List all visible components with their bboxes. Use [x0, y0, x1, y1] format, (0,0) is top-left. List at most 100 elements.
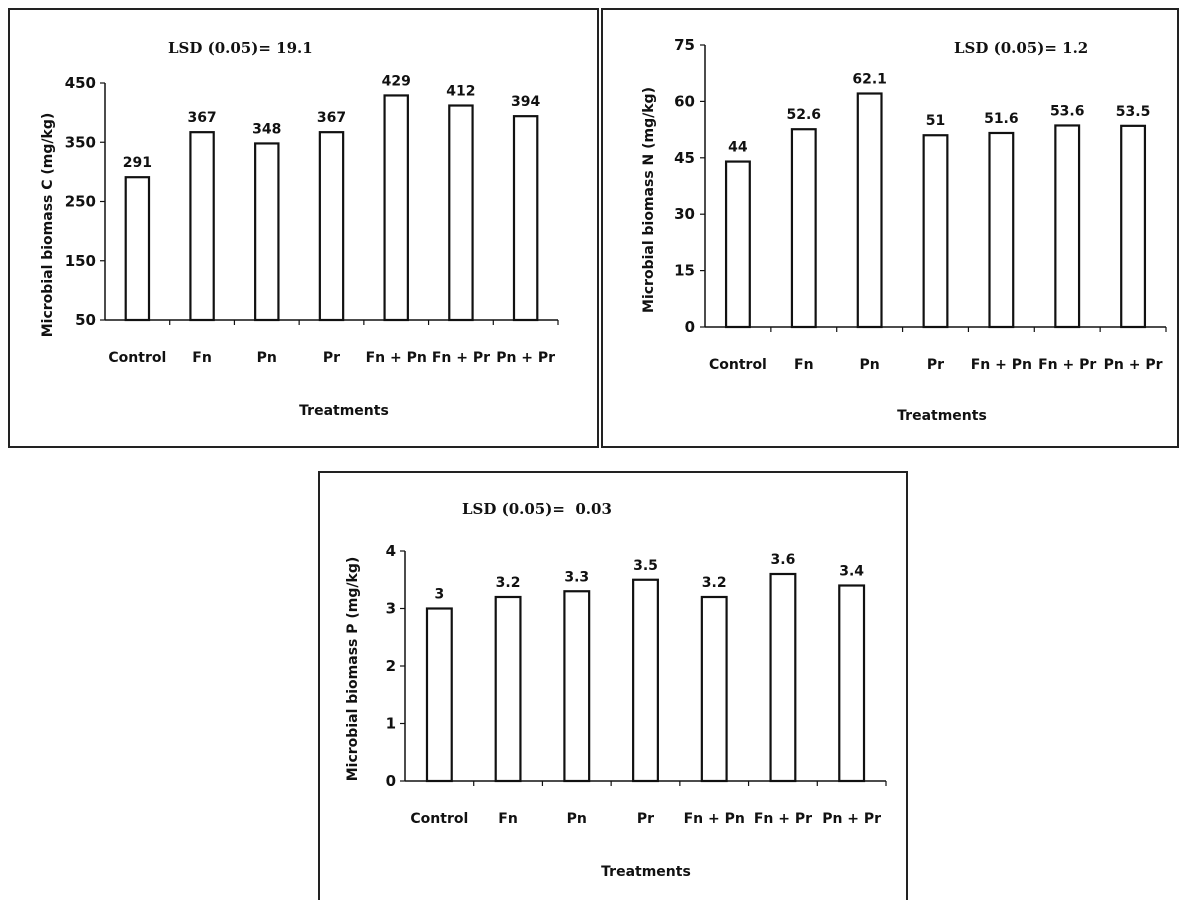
data-label: 44 — [728, 140, 748, 156]
y-tick-label: 50 — [75, 311, 96, 329]
bar — [124, 176, 151, 322]
x-tick-label: Pr — [637, 811, 654, 827]
x-tick-label: Fn + Pr — [754, 811, 812, 827]
y-axis-label: Microbial biomass N (mg/kg) — [641, 87, 657, 313]
x-ticks: Control Fn Pn Pr Fn + Pn Fn + Pr Pn + Pr — [709, 327, 1167, 373]
y-tick-label: 150 — [65, 252, 96, 270]
x-tick-label: Fn — [794, 357, 814, 373]
x-tick-label: Pn + Pr — [496, 350, 555, 366]
bar — [838, 584, 866, 783]
bars — [724, 92, 1147, 329]
data-label: 3.2 — [496, 575, 521, 591]
bar — [563, 590, 591, 783]
y-tick-label: 350 — [65, 133, 96, 151]
bar — [1120, 124, 1147, 329]
y-tick-label: 45 — [674, 149, 695, 167]
y-tick-label: 1 — [386, 715, 396, 733]
x-tick-label: Pn — [860, 357, 880, 373]
x-axis-label: Treatments — [897, 408, 987, 424]
bar — [769, 572, 797, 783]
lsd-annotation: LSD (0.05)= 19.1 — [168, 39, 313, 57]
chart-panel-microbial-n: LSD (0.05)= 1.2 Microbial biomass N (mg/… — [601, 8, 1179, 448]
bar — [724, 160, 751, 329]
x-tick-label: Fn + Pr — [1038, 357, 1096, 373]
x-tick-label: Fn — [498, 811, 518, 827]
y-ticks: 0 15 30 45 60 75 — [674, 36, 705, 336]
y-tick-label: 30 — [674, 205, 695, 223]
data-label: 3.5 — [633, 558, 658, 574]
data-labels: 3 3.2 3.3 3.5 3.2 3.6 3.4 — [434, 552, 864, 603]
y-axis-label: Microbial biomass C (mg/kg) — [40, 113, 56, 338]
y-tick-label: 0 — [386, 772, 396, 790]
x-axis-label: Treatments — [601, 864, 691, 880]
x-tick-label: Pr — [927, 357, 944, 373]
data-label: 51.6 — [984, 111, 1019, 127]
bar — [318, 131, 345, 322]
data-label: 412 — [446, 84, 475, 100]
bar — [494, 595, 522, 783]
bars — [425, 572, 866, 783]
y-ticks: 50 150 250 350 450 — [65, 74, 105, 329]
x-tick-label: Pn — [567, 811, 587, 827]
y-tick-label: 0 — [685, 318, 695, 336]
data-labels: 291 367 348 367 429 412 394 — [123, 73, 541, 171]
bar — [1054, 124, 1081, 329]
y-tick-label: 450 — [65, 74, 96, 92]
chart-panel-microbial-p: LSD (0.05)= 0.03 Microbial biomass P (mg… — [318, 471, 908, 900]
chart-microbial-p: LSD (0.05)= 0.03 Microbial biomass P (mg… — [345, 500, 887, 880]
data-label: 53.5 — [1116, 104, 1151, 120]
bars — [124, 94, 539, 322]
lsd-annotation: LSD (0.05)= 0.03 — [462, 500, 612, 518]
y-tick-label: 4 — [386, 542, 396, 560]
y-tick-label: 2 — [386, 657, 396, 675]
y-axis-label: Microbial biomass P (mg/kg) — [345, 557, 361, 782]
data-label: 394 — [511, 94, 540, 110]
x-tick-label: Fn + Pr — [432, 350, 490, 366]
chart-microbial-c: LSD (0.05)= 19.1 Microbial biomass C (mg… — [40, 39, 559, 419]
data-label: 429 — [382, 73, 411, 89]
bar — [922, 134, 949, 329]
x-tick-label: Control — [709, 357, 767, 373]
data-label: 367 — [317, 110, 346, 126]
chart-microbial-n: LSD (0.05)= 1.2 Microbial biomass N (mg/… — [641, 36, 1167, 424]
x-tick-label: Fn + Pn — [971, 357, 1032, 373]
y-tick-label: 3 — [386, 600, 396, 618]
data-label: 51 — [926, 113, 945, 129]
x-tick-label: Control — [108, 350, 166, 366]
x-ticks: Control Fn Pn Pr Fn + Pn Fn + Pr Pn + Pr — [410, 781, 887, 827]
bar — [448, 104, 474, 322]
data-label: 3 — [434, 587, 444, 603]
bar — [383, 94, 409, 322]
data-labels: 44 52.6 62.1 51 51.6 53.6 53.5 — [728, 72, 1150, 156]
y-ticks: 0 1 2 3 4 — [386, 542, 405, 790]
bar — [790, 128, 817, 329]
bar — [512, 115, 539, 322]
data-label: 52.6 — [787, 107, 822, 123]
bar — [189, 131, 215, 322]
bar — [632, 578, 659, 783]
lsd-annotation: LSD (0.05)= 1.2 — [954, 39, 1088, 57]
data-label: 3.2 — [702, 575, 727, 591]
data-label: 291 — [123, 155, 152, 171]
x-ticks: Control Fn Pn Pr Fn + Pn Fn + Pr Pn + Pr — [108, 320, 559, 366]
data-label: 3.3 — [564, 569, 589, 585]
data-label: 62.1 — [852, 72, 887, 88]
data-label: 367 — [187, 110, 216, 126]
x-tick-label: Pn — [257, 350, 277, 366]
data-label: 348 — [252, 121, 281, 137]
bar — [988, 131, 1015, 329]
x-tick-label: Fn — [192, 350, 212, 366]
chart-panel-microbial-c: LSD (0.05)= 19.1 Microbial biomass C (mg… — [8, 8, 599, 448]
x-tick-label: Control — [410, 811, 468, 827]
y-tick-label: 60 — [674, 92, 695, 110]
bar — [856, 92, 883, 329]
y-tick-label: 75 — [674, 36, 695, 54]
bar — [425, 607, 453, 783]
x-tick-label: Pn + Pr — [822, 811, 881, 827]
y-tick-label: 250 — [65, 193, 96, 211]
x-axis-label: Treatments — [299, 403, 389, 419]
data-label: 53.6 — [1050, 103, 1085, 119]
data-label: 3.4 — [839, 564, 864, 580]
x-tick-label: Fn + Pn — [366, 350, 427, 366]
x-tick-label: Pr — [323, 350, 340, 366]
